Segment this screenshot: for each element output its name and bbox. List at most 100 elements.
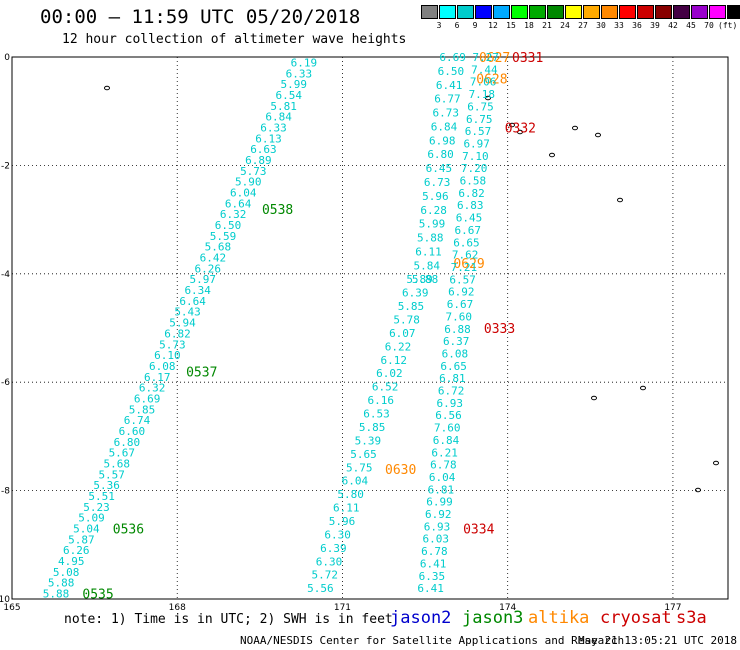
y-tick-label: -2	[1, 161, 10, 171]
x-tick-label: 168	[169, 603, 186, 613]
wave-height-value: 5.68	[205, 241, 232, 254]
color-swatch	[475, 5, 492, 19]
x-tick-label: 171	[334, 603, 351, 613]
wave-height-value: 6.41	[436, 79, 463, 92]
wave-height-value: 5.78	[393, 314, 420, 327]
wave-height-value: 7.27	[472, 51, 499, 64]
wave-height-value: 5.85	[129, 403, 156, 416]
timestamp: May 21 13:05:21 UTC 2018	[578, 634, 737, 647]
wave-height-value: 5.85	[359, 421, 386, 434]
wave-height-value: 6.39	[320, 542, 347, 555]
wave-height-value: 6.93	[437, 397, 464, 410]
wave-height-value: 6.32	[139, 382, 166, 395]
wave-height-value: 5.68	[104, 458, 131, 471]
wave-height-value: 5.88	[412, 273, 439, 286]
color-legend-label: 45	[686, 21, 696, 30]
legend-jason2: jason2	[390, 608, 452, 628]
wave-height-value: 6.10	[154, 349, 181, 362]
color-legend-label: 9	[472, 21, 478, 30]
wave-height-value: 6.64	[179, 295, 206, 308]
wave-height-value: 6.17	[144, 371, 171, 384]
color-swatch	[655, 5, 672, 19]
color-legend-label: 36	[632, 21, 642, 30]
color-legend-label: 30	[596, 21, 606, 30]
wave-height-value: 7.21	[451, 261, 478, 274]
color-legend-label: 12	[488, 21, 498, 30]
legend-jason3: jason3	[462, 608, 524, 628]
color-legend-label: 33	[614, 21, 624, 30]
track-time-label: 0333	[484, 322, 515, 337]
map-frame	[11, 56, 729, 600]
wave-height-value: 6.02	[376, 367, 403, 380]
x-tick-label: 177	[664, 603, 681, 613]
wave-height-value: 6.33	[260, 121, 287, 134]
wave-height-value: 7.44	[471, 63, 498, 76]
wave-height-value: 5.75	[346, 461, 373, 474]
wave-height-value: 6.82	[164, 327, 191, 340]
wave-height-value: 5.51	[88, 490, 115, 503]
wave-height-value: 7.10	[462, 150, 489, 163]
wave-height-value: 7.18	[469, 88, 496, 101]
wave-height-value: 6.60	[119, 425, 146, 438]
wave-height-value: 5.56	[307, 582, 334, 595]
wave-height-value: 5.90	[235, 176, 262, 189]
wave-height-value: 6.73	[432, 107, 459, 120]
wave-height-value: 6.57	[449, 273, 476, 286]
legend-cryosat: cryosat	[600, 608, 672, 628]
wave-height-value: 6.84	[431, 120, 458, 133]
track-time-label: 0536	[113, 523, 144, 538]
wave-height-value: 5.67	[109, 447, 136, 460]
wave-height-value: 5.89	[406, 273, 433, 286]
island-outline	[713, 460, 719, 466]
wave-height-value: 6.16	[368, 394, 395, 407]
wave-height-value: 6.78	[430, 459, 457, 472]
credit-line: NOAA/NESDIS Center for Satellite Applica…	[240, 634, 625, 647]
island-outline	[549, 152, 555, 158]
color-legend-label: 24	[560, 21, 570, 30]
color-swatch	[619, 5, 636, 19]
island-outline	[517, 129, 523, 135]
wave-height-value: 7.60	[446, 310, 473, 323]
island-outline	[695, 487, 701, 493]
wave-height-value: 6.50	[215, 219, 242, 232]
wave-height-value: 6.28	[420, 204, 447, 217]
color-swatch	[583, 5, 600, 19]
wave-height-value: 5.88	[43, 588, 70, 601]
color-swatch	[511, 5, 528, 19]
wave-height-value: 5.99	[419, 218, 446, 231]
track-time-label: 0629	[453, 257, 484, 272]
wave-height-value: 5.57	[98, 468, 125, 481]
wave-height-value: 6.78	[421, 545, 448, 558]
color-legend: 3 6 9 12 15 18 21 24 27 30 33 36 39 42 45 70 (ft)	[421, 5, 740, 30]
footnote: note: 1) Time is in UTC; 2) SWH is in fe…	[64, 612, 393, 627]
wave-height-value: 6.73	[424, 176, 451, 189]
wave-height-value: 6.75	[466, 113, 493, 126]
island-outline	[485, 95, 491, 101]
wave-height-value: 5.23	[83, 501, 110, 514]
color-swatch	[547, 5, 564, 19]
page-title: 00:00 — 11:59 UTC 05/20/2018	[40, 6, 361, 28]
wave-height-value: 6.99	[426, 496, 453, 509]
wave-height-value: 6.12	[380, 354, 407, 367]
color-swatch	[673, 5, 690, 19]
wave-height-value: 7.60	[434, 422, 461, 435]
wave-height-value: 6.39	[402, 287, 429, 300]
track-time-label: 0332	[505, 121, 536, 136]
color-swatch	[691, 5, 708, 19]
wave-height-value: 6.04	[429, 471, 456, 484]
wave-height-value: 5.99	[281, 78, 308, 91]
wave-height-value: 6.35	[419, 570, 446, 583]
color-legend-swatches	[421, 5, 740, 19]
wave-height-value: 5.59	[210, 230, 237, 243]
wave-height-value: 6.69	[134, 392, 161, 405]
island-outline	[595, 132, 601, 138]
wave-height-value: 6.08	[149, 360, 176, 373]
wave-height-value: 6.11	[415, 245, 442, 258]
color-swatch	[601, 5, 618, 19]
wave-height-value: 6.58	[460, 175, 487, 188]
wave-height-value: 6.69	[439, 51, 466, 64]
wave-height-value: 7.62	[452, 249, 479, 262]
wave-height-value: 6.34	[184, 284, 211, 297]
track-time-label: 0630	[385, 463, 416, 478]
y-tick-label: -6	[1, 378, 10, 388]
